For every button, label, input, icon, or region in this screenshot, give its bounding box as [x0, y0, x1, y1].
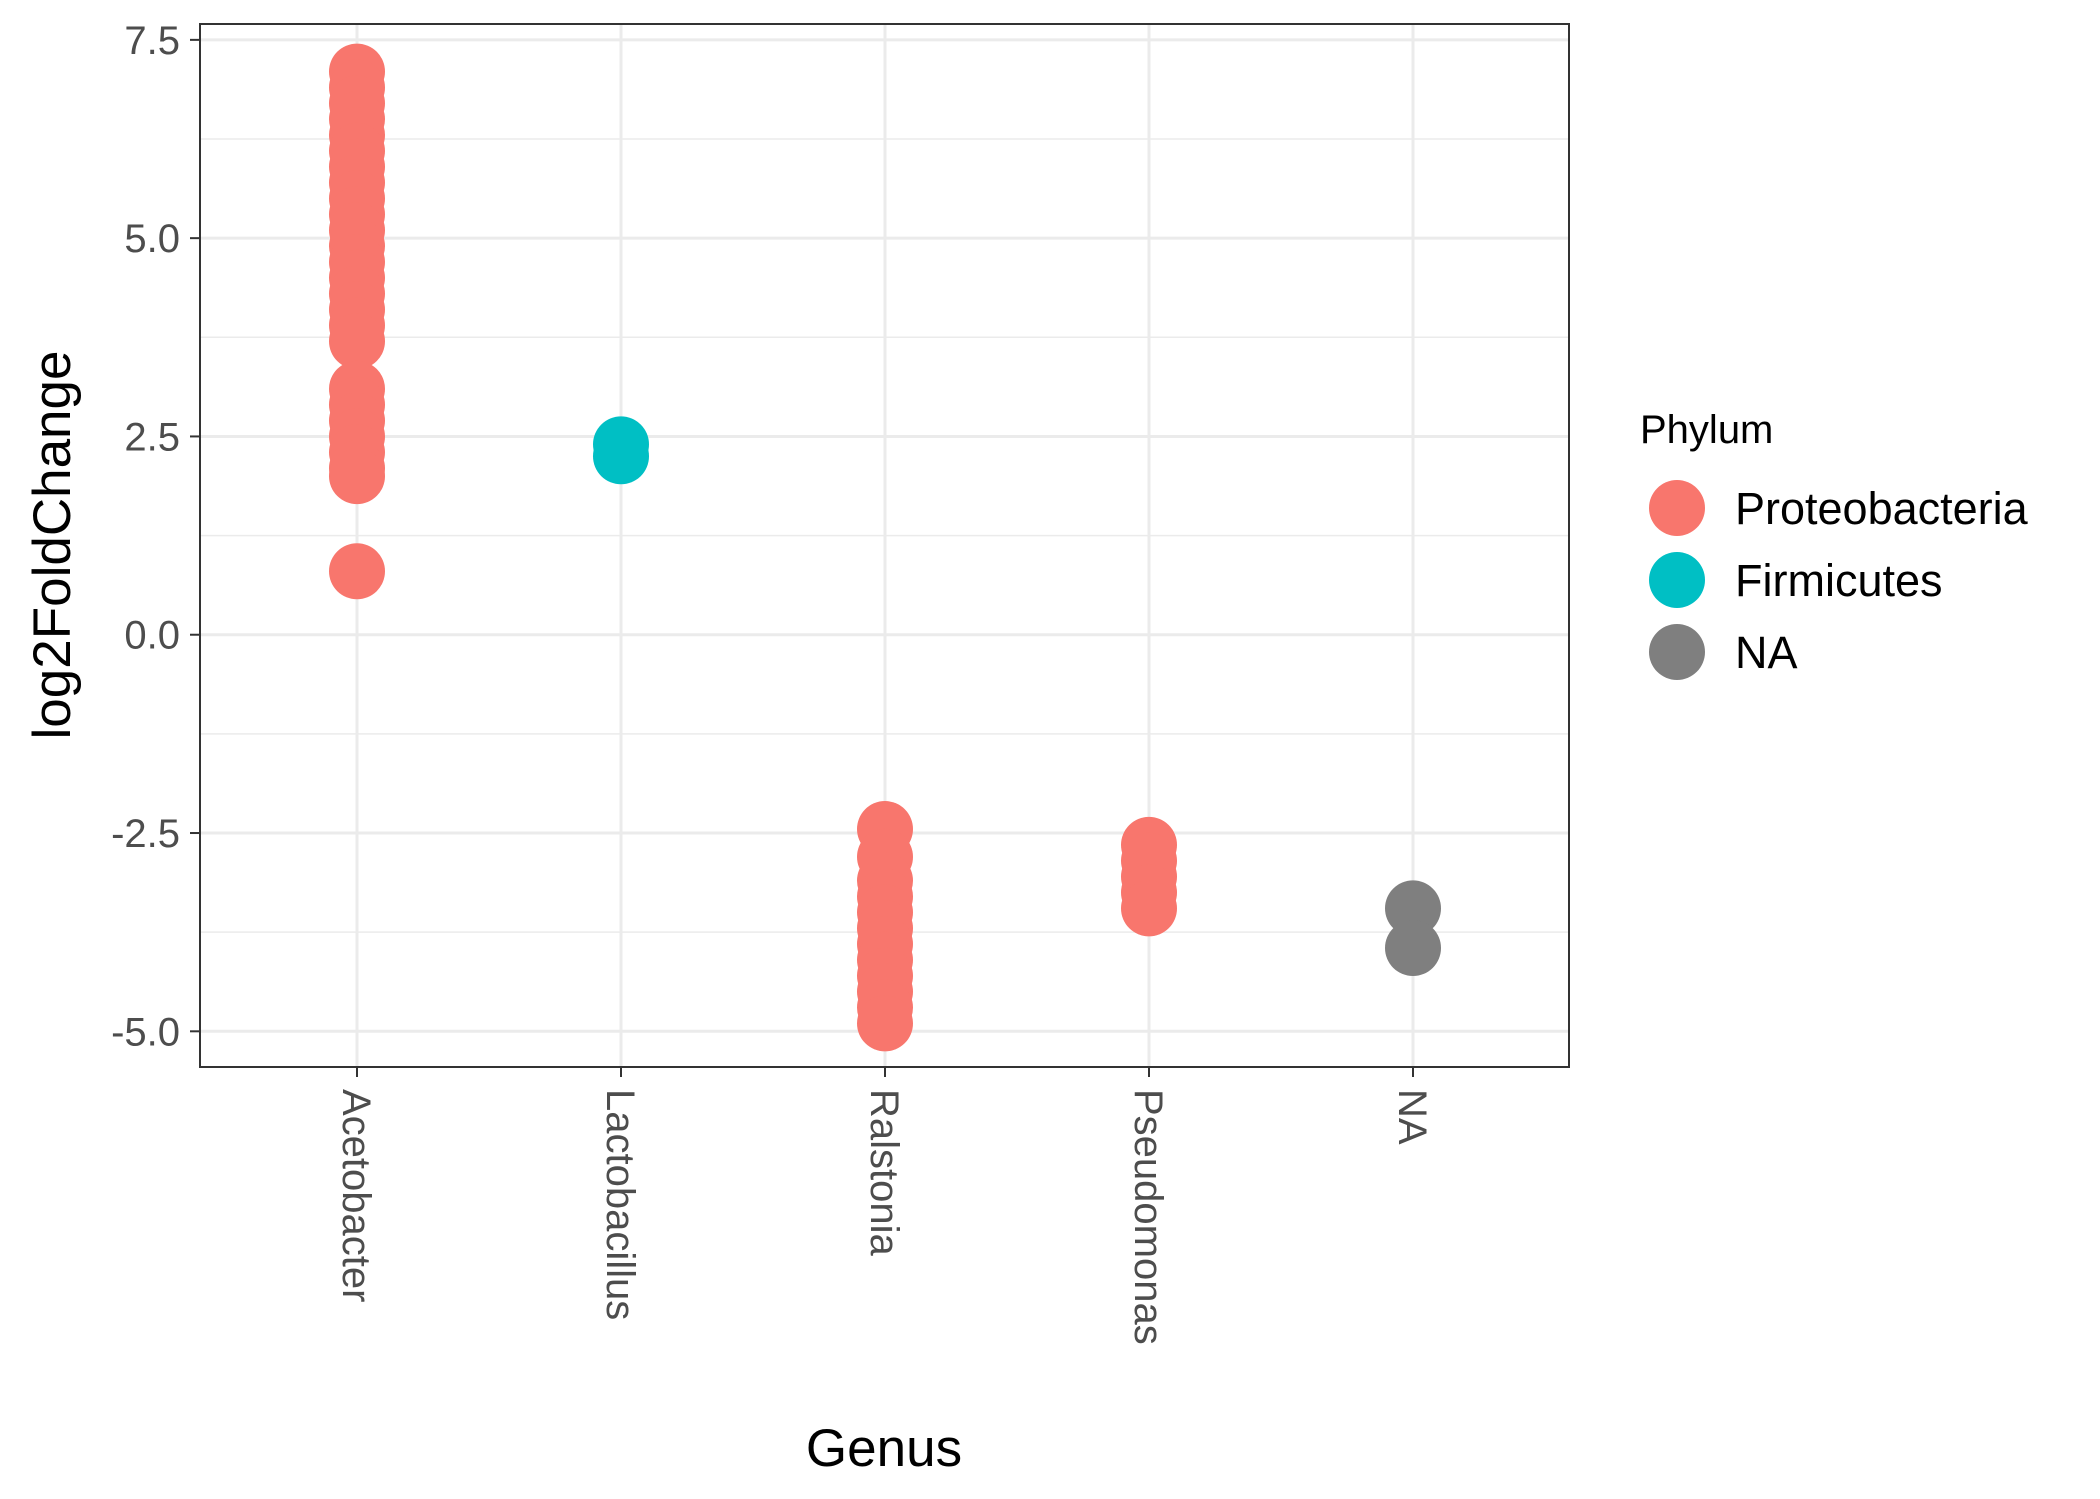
x-axis-title: Genus [806, 1419, 962, 1478]
legend-key [1649, 552, 1705, 608]
data-point [329, 313, 385, 370]
data-point [329, 448, 385, 505]
legend-key [1649, 624, 1705, 680]
grid-lines [200, 24, 1569, 1067]
data-points [329, 43, 1441, 1052]
data-point [1121, 880, 1177, 937]
legend-label: NA [1735, 627, 1798, 678]
y-tick-label: 5.0 [124, 217, 180, 261]
x-tick-label: Lactobacillus [598, 1089, 642, 1320]
y-axis: -5.0 -2.5 0.0 2.5 5.0 7.5 [111, 19, 200, 1054]
x-tick-label: Ralstonia [862, 1089, 906, 1257]
legend: Phylum Proteobacteria Firmicutes NA [1640, 408, 2029, 680]
x-tick-label: Acetobacter [334, 1089, 378, 1302]
data-point [1385, 920, 1441, 977]
legend-label: Firmicutes [1735, 555, 1943, 606]
data-point [593, 428, 649, 485]
legend-key [1649, 480, 1705, 536]
y-tick-label: 2.5 [124, 415, 180, 459]
x-tick-label: NA [1390, 1089, 1434, 1145]
y-axis-title: log2FoldChange [23, 351, 82, 740]
data-point [1385, 880, 1441, 937]
legend-title: Phylum [1640, 408, 1773, 452]
y-tick-label: 7.5 [124, 19, 180, 63]
x-tick-label: Pseudomonas [1126, 1089, 1170, 1345]
data-point [857, 995, 913, 1052]
y-tick-label: -5.0 [111, 1010, 180, 1054]
y-tick-label: -2.5 [111, 812, 180, 856]
legend-label: Proteobacteria [1735, 483, 2029, 534]
data-point [329, 543, 385, 600]
y-tick-label: 0.0 [124, 614, 180, 658]
x-axis: Acetobacter Lactobacillus Ralstonia Pseudom… [334, 1067, 1434, 1345]
